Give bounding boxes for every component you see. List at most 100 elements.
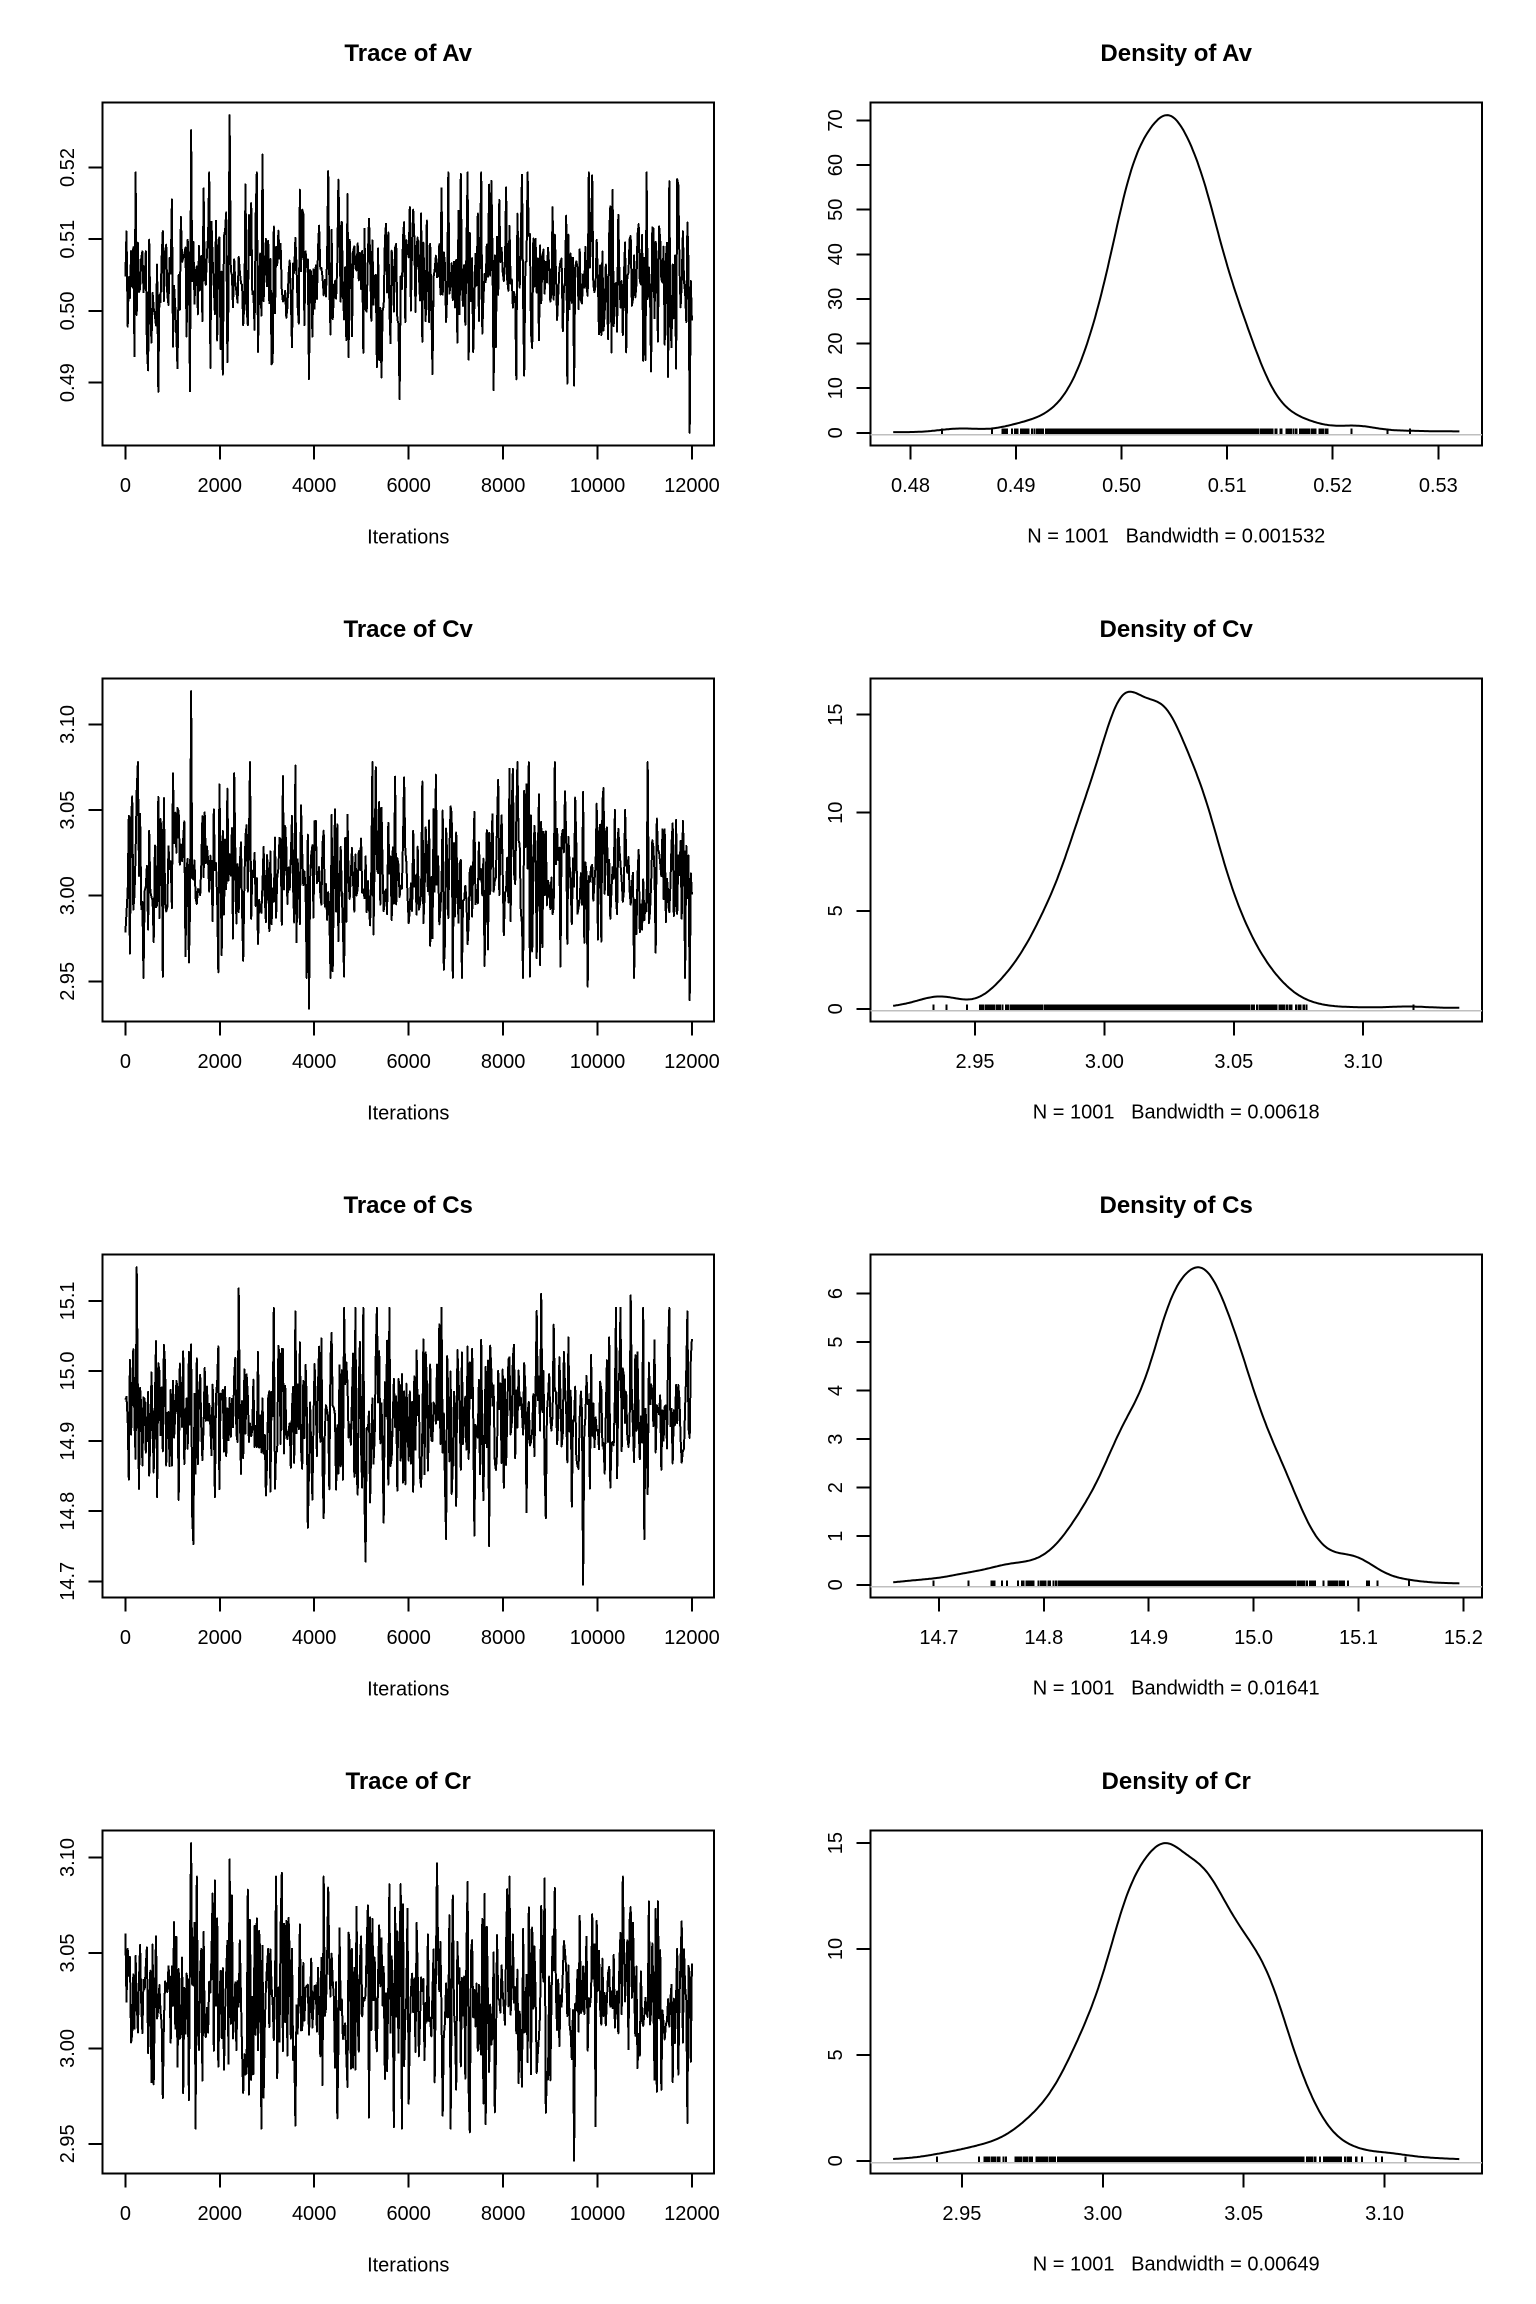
svg-text:3.10: 3.10 bbox=[57, 705, 79, 744]
svg-text:50: 50 bbox=[825, 199, 847, 221]
svg-text:14.9: 14.9 bbox=[1129, 1627, 1168, 1649]
svg-text:15.0: 15.0 bbox=[57, 1352, 79, 1391]
svg-text:5: 5 bbox=[825, 1336, 847, 1347]
svg-text:3.00: 3.00 bbox=[1085, 1051, 1124, 1073]
svg-text:2.95: 2.95 bbox=[57, 962, 79, 1001]
svg-text:3.05: 3.05 bbox=[57, 1934, 79, 1973]
svg-text:0: 0 bbox=[120, 475, 131, 497]
svg-text:0: 0 bbox=[825, 2155, 847, 2166]
svg-text:15.1: 15.1 bbox=[1339, 1627, 1378, 1649]
svg-text:0: 0 bbox=[825, 1579, 847, 1590]
svg-text:10: 10 bbox=[825, 377, 847, 399]
svg-text:10: 10 bbox=[825, 1938, 847, 1960]
svg-text:N = 1001 Bandwidth = 0.01641: N = 1001 Bandwidth = 0.01641 bbox=[1033, 1678, 1320, 1700]
svg-text:60: 60 bbox=[825, 154, 847, 176]
svg-text:8000: 8000 bbox=[481, 1627, 526, 1649]
svg-text:30: 30 bbox=[825, 288, 847, 310]
svg-text:6000: 6000 bbox=[386, 1627, 431, 1649]
svg-text:Density of Cr: Density of Cr bbox=[1102, 1768, 1251, 1795]
svg-text:2.95: 2.95 bbox=[956, 1051, 995, 1073]
svg-text:14.7: 14.7 bbox=[57, 1562, 79, 1601]
svg-text:70: 70 bbox=[825, 109, 847, 131]
svg-text:0.48: 0.48 bbox=[891, 475, 930, 497]
svg-text:0.52: 0.52 bbox=[57, 148, 79, 187]
svg-text:12000: 12000 bbox=[664, 1051, 720, 1073]
svg-text:6: 6 bbox=[825, 1288, 847, 1299]
svg-text:10000: 10000 bbox=[570, 475, 626, 497]
svg-text:6000: 6000 bbox=[386, 475, 431, 497]
svg-text:3.00: 3.00 bbox=[57, 2029, 79, 2068]
svg-text:3.00: 3.00 bbox=[57, 876, 79, 915]
svg-text:12000: 12000 bbox=[664, 2203, 720, 2225]
svg-text:Trace of Cs: Trace of Cs bbox=[344, 1192, 473, 1219]
svg-text:3.10: 3.10 bbox=[1365, 2203, 1404, 2225]
svg-text:Density of Cv: Density of Cv bbox=[1100, 616, 1254, 643]
svg-text:Density of Av: Density of Av bbox=[1100, 40, 1252, 67]
svg-text:6000: 6000 bbox=[386, 1051, 431, 1073]
svg-text:8000: 8000 bbox=[481, 1051, 526, 1073]
svg-text:40: 40 bbox=[825, 243, 847, 265]
svg-text:14.7: 14.7 bbox=[919, 1627, 958, 1649]
svg-text:8000: 8000 bbox=[481, 2203, 526, 2225]
svg-text:0.51: 0.51 bbox=[1208, 475, 1247, 497]
svg-text:4000: 4000 bbox=[292, 475, 337, 497]
svg-text:Iterations: Iterations bbox=[367, 527, 449, 549]
svg-text:Trace of Cv: Trace of Cv bbox=[344, 616, 474, 643]
svg-text:3: 3 bbox=[825, 1434, 847, 1445]
svg-text:4: 4 bbox=[825, 1385, 847, 1396]
svg-text:3.10: 3.10 bbox=[1344, 1051, 1383, 1073]
svg-text:0.53: 0.53 bbox=[1419, 475, 1458, 497]
svg-text:2000: 2000 bbox=[198, 2203, 243, 2225]
svg-text:Trace of Cr: Trace of Cr bbox=[346, 1768, 471, 1795]
svg-text:8000: 8000 bbox=[481, 475, 526, 497]
svg-text:Trace of Av: Trace of Av bbox=[344, 40, 472, 67]
svg-text:0.52: 0.52 bbox=[1313, 475, 1352, 497]
svg-text:Iterations: Iterations bbox=[367, 1679, 449, 1701]
svg-text:15: 15 bbox=[825, 703, 847, 725]
svg-text:0.49: 0.49 bbox=[997, 475, 1036, 497]
svg-text:15.2: 15.2 bbox=[1444, 1627, 1483, 1649]
svg-text:10000: 10000 bbox=[570, 1627, 626, 1649]
svg-text:0: 0 bbox=[825, 427, 847, 438]
svg-text:12000: 12000 bbox=[664, 475, 720, 497]
svg-text:5: 5 bbox=[825, 905, 847, 916]
svg-text:4000: 4000 bbox=[292, 2203, 337, 2225]
svg-text:N = 1001 Bandwidth = 0.00153: N = 1001 Bandwidth = 0.001532 bbox=[1027, 526, 1325, 548]
svg-text:Iterations: Iterations bbox=[367, 1103, 449, 1125]
svg-text:3.05: 3.05 bbox=[1224, 2203, 1263, 2225]
svg-text:6000: 6000 bbox=[386, 2203, 431, 2225]
svg-text:10000: 10000 bbox=[570, 2203, 626, 2225]
svg-text:2.95: 2.95 bbox=[57, 2124, 79, 2163]
svg-text:14.8: 14.8 bbox=[57, 1492, 79, 1531]
svg-text:14.8: 14.8 bbox=[1024, 1627, 1063, 1649]
svg-text:2000: 2000 bbox=[198, 1051, 243, 1073]
svg-text:20: 20 bbox=[825, 332, 847, 354]
svg-text:3.00: 3.00 bbox=[1083, 2203, 1122, 2225]
svg-text:15.0: 15.0 bbox=[1234, 1627, 1273, 1649]
svg-text:0.50: 0.50 bbox=[1102, 475, 1141, 497]
svg-text:0: 0 bbox=[120, 1627, 131, 1649]
svg-text:Density of Cs: Density of Cs bbox=[1100, 1192, 1253, 1219]
svg-text:N = 1001 Bandwidth = 0.00618: N = 1001 Bandwidth = 0.00618 bbox=[1033, 1102, 1320, 1124]
svg-text:Iterations: Iterations bbox=[367, 2255, 449, 2277]
svg-text:5: 5 bbox=[825, 2049, 847, 2060]
svg-text:1: 1 bbox=[825, 1531, 847, 1542]
svg-text:2: 2 bbox=[825, 1482, 847, 1493]
svg-text:14.9: 14.9 bbox=[57, 1422, 79, 1461]
svg-text:15.1: 15.1 bbox=[57, 1281, 79, 1320]
svg-text:0: 0 bbox=[120, 2203, 131, 2225]
svg-text:0.51: 0.51 bbox=[57, 220, 79, 259]
svg-text:10: 10 bbox=[825, 802, 847, 824]
svg-text:12000: 12000 bbox=[664, 1627, 720, 1649]
svg-text:2.95: 2.95 bbox=[942, 2203, 981, 2225]
svg-text:2000: 2000 bbox=[198, 1627, 243, 1649]
svg-text:N = 1001 Bandwidth = 0.00649: N = 1001 Bandwidth = 0.00649 bbox=[1033, 2254, 1320, 2276]
svg-text:3.10: 3.10 bbox=[57, 1838, 79, 1877]
svg-text:4000: 4000 bbox=[292, 1627, 337, 1649]
svg-text:2000: 2000 bbox=[198, 475, 243, 497]
svg-text:15: 15 bbox=[825, 1832, 847, 1854]
svg-text:4000: 4000 bbox=[292, 1051, 337, 1073]
svg-text:0.50: 0.50 bbox=[57, 291, 79, 330]
svg-text:0: 0 bbox=[120, 1051, 131, 1073]
svg-text:3.05: 3.05 bbox=[1214, 1051, 1253, 1073]
